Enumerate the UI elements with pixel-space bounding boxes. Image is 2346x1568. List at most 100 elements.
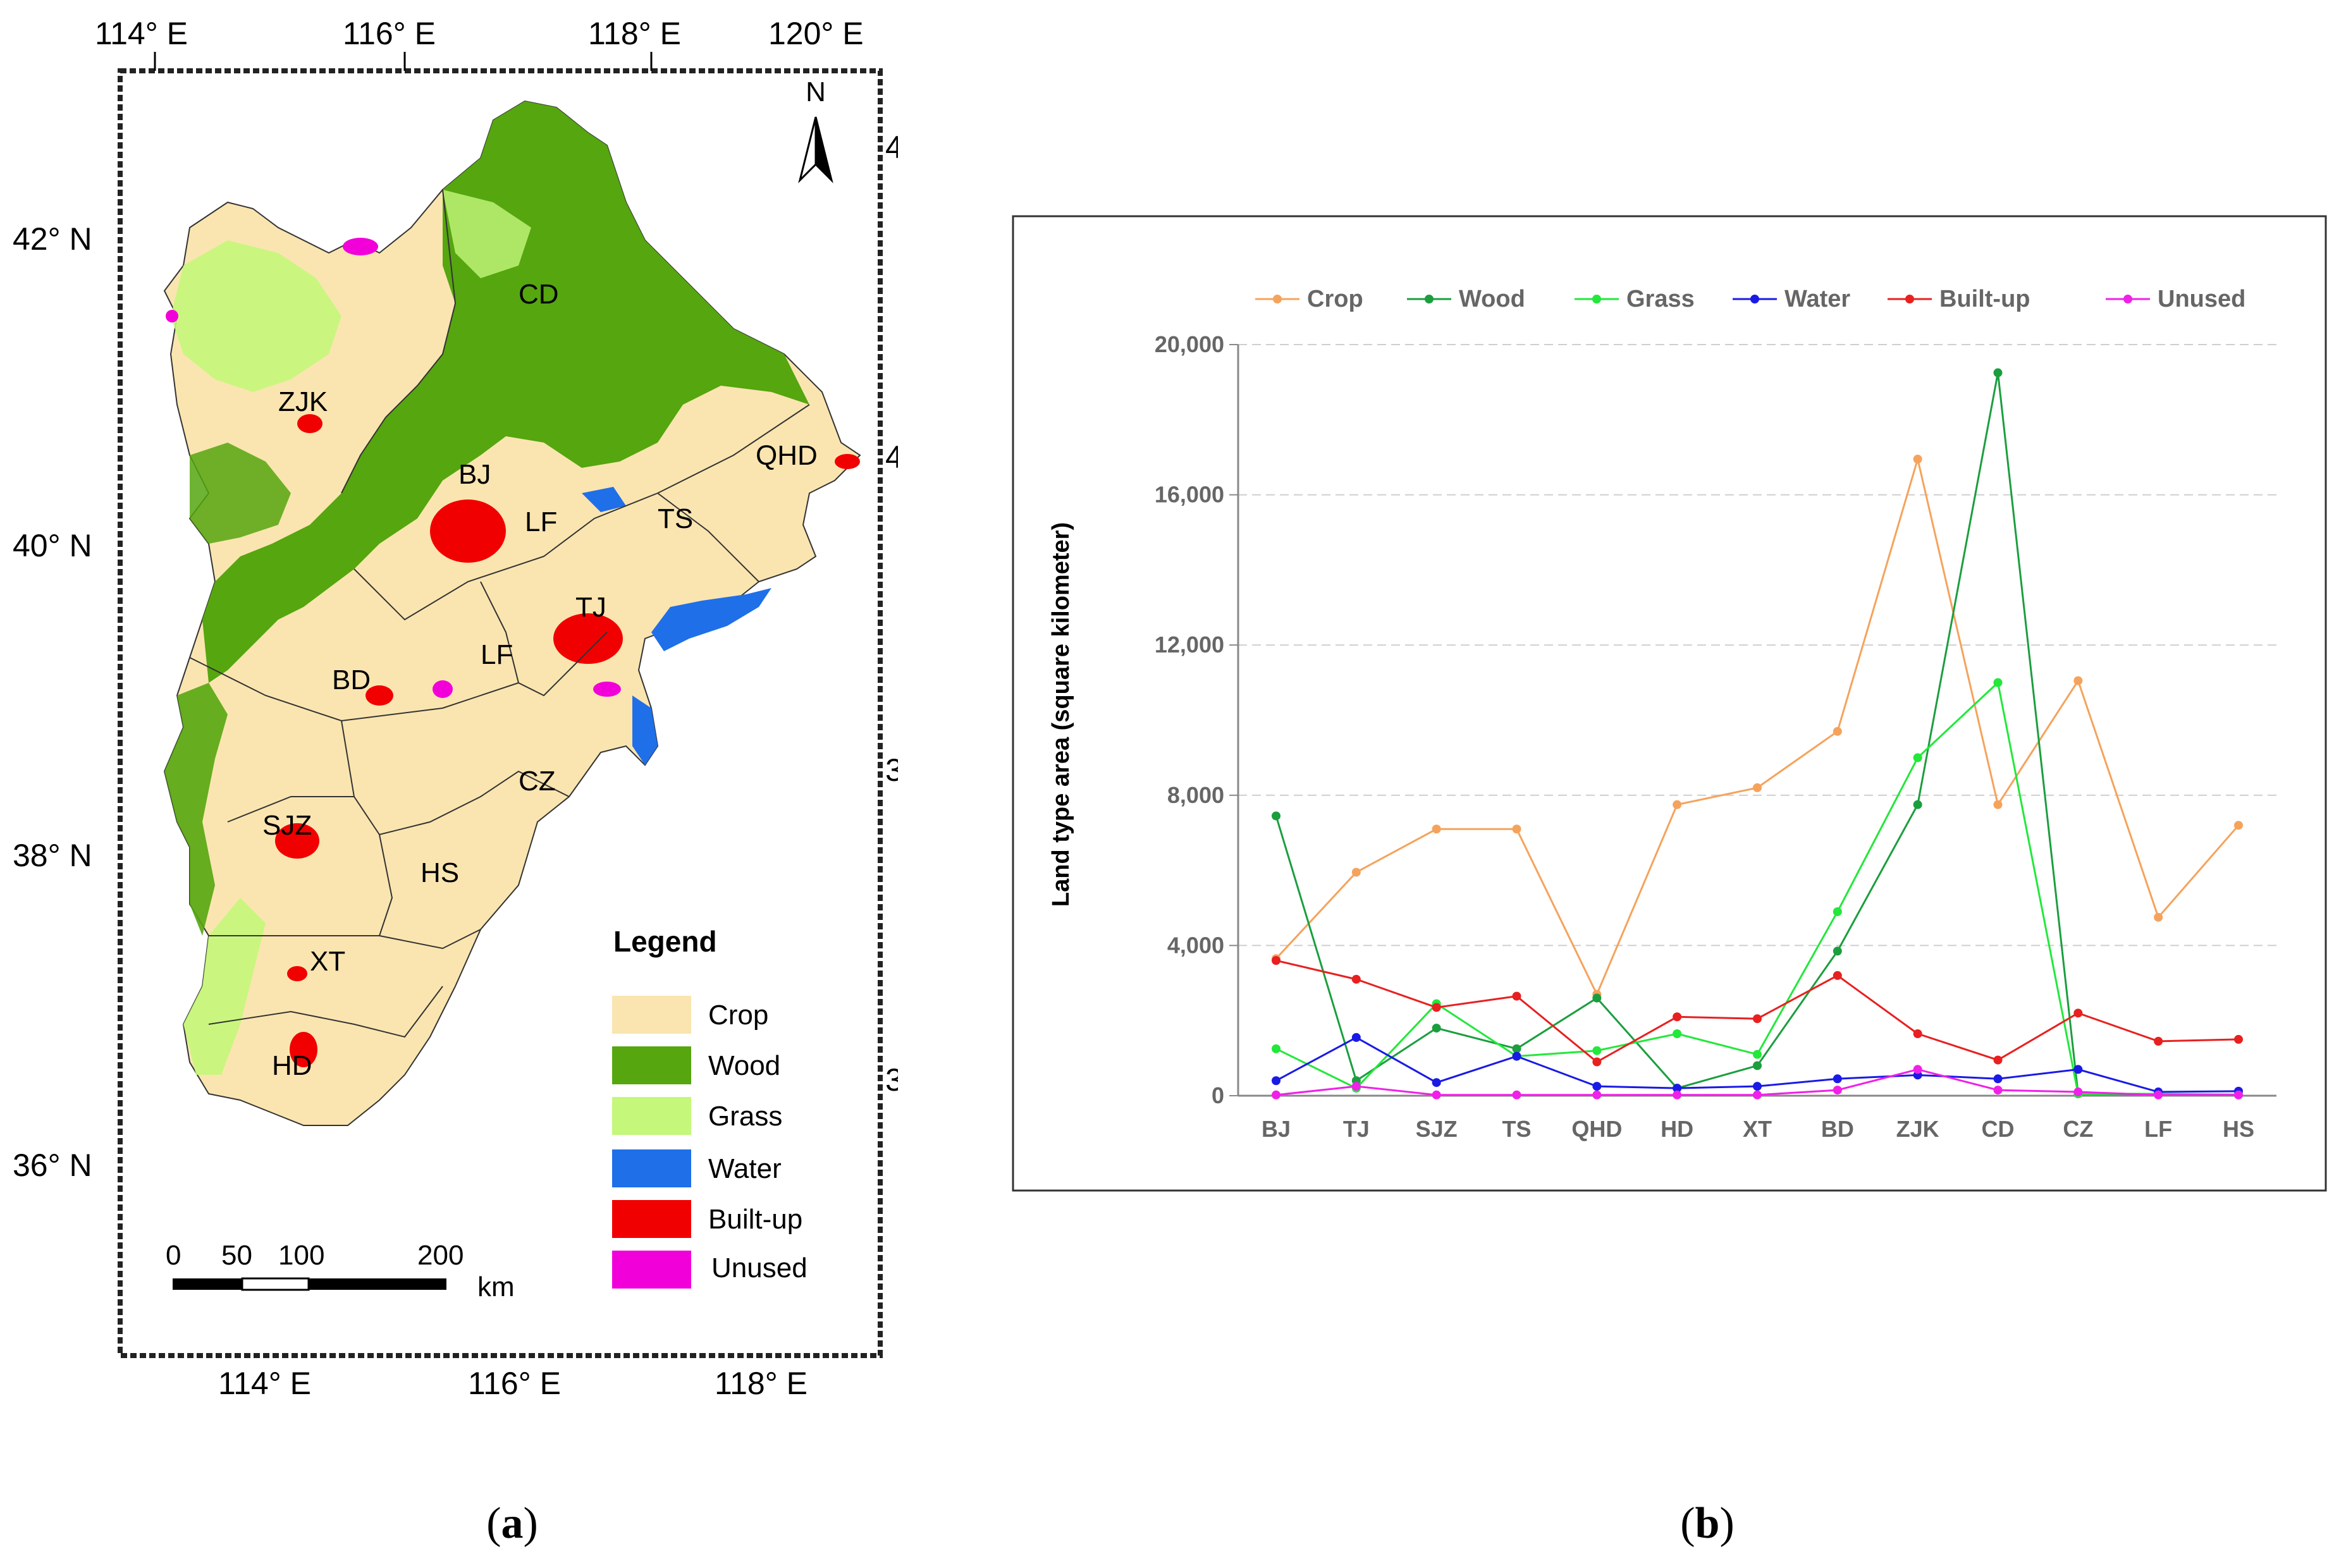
legend-item-crop: Crop [612,996,768,1034]
city-label-bd: BD [332,665,371,695]
data-point [1272,956,1280,965]
data-point [1432,1003,1441,1012]
data-point [2073,1065,2083,1074]
legend-item-wood: Wood [612,1046,780,1084]
legend-label: Wood [1459,286,1525,312]
svg-text:N: N [806,77,826,107]
data-point [1512,1090,1521,1099]
x-tick-label: BJ [1262,1116,1291,1142]
data-point [1351,974,1361,984]
legend-title: Legend [613,925,717,958]
built-up-beijing [430,499,506,563]
city-label-hs: HS [421,857,459,888]
y-tick-label: 4,000 [1167,932,1224,958]
chart-legend: Crop Wood Grass Water Built-up Unused [1255,286,2245,312]
legend-item-grass: Grass [1575,286,1695,312]
legend-marker [1592,295,1601,303]
x-tick-label: HS [2223,1116,2254,1142]
city-label-lf-north: LF [525,506,557,537]
gridlines [1238,344,2276,946]
data-point [2073,1087,2083,1097]
data-point [1592,1046,1602,1055]
legend-label: Crop [708,1000,768,1031]
legend-item-unused: Unused [2106,286,2245,312]
city-label-lf-south: LF [481,639,513,670]
x-tick-label: CD [1982,1116,2015,1142]
data-point [1592,993,1602,1003]
right-lat-label: 36° N [885,1062,898,1098]
data-point [1592,1090,1602,1099]
series-water [1272,1032,2243,1097]
top-lon-label: 114° E [95,16,188,51]
data-point [1913,800,1922,809]
region-grass-patch [443,190,531,278]
city-label-zjk: ZJK [278,386,328,417]
x-tick-label: XT [1743,1116,1772,1142]
scale-bar: 0 50 100 200 km [166,1240,515,1302]
data-point [1673,1012,1682,1022]
city-label-qhd: QHD [756,440,818,471]
built-up-baoding [365,685,393,706]
left-lat-label: 42° N [13,221,92,257]
data-point [1993,678,2003,687]
region-grass-patch [183,898,266,1075]
y-axis-label: Land type area (square kilometer) [1048,522,1074,907]
legend-swatch [612,1251,691,1289]
top-lon-label: 116° E [343,16,436,51]
data-point [1272,1090,1280,1099]
legend-swatch [612,1097,691,1135]
data-point [1913,1065,1922,1074]
scale-tick-label: 50 [221,1240,252,1271]
data-point [1673,1090,1682,1099]
left-lat-label: 36° N [13,1148,92,1183]
region-water-coast [651,588,771,651]
data-point [1512,1044,1521,1053]
data-point [1913,455,1922,464]
legend-label: Built-up [1939,286,2030,312]
data-point [1512,824,1521,834]
x-tick-label: HD [1661,1116,1693,1142]
data-point [1432,1024,1441,1033]
legend-swatch [612,1149,691,1187]
scale-tick-label: 0 [166,1240,181,1271]
legend-label: Unused [2158,286,2245,312]
region-wood-patch [164,683,228,936]
built-up-xingtai [287,966,307,981]
legend-item-unused: Unused [612,1251,808,1289]
series-built-up [1272,956,2243,1067]
legend-item-built-up: Built-up [1888,286,2030,312]
data-point [1512,1051,1521,1061]
x-tick-label: TS [1502,1116,1531,1142]
data-point [1351,867,1361,877]
data-point [1272,811,1280,821]
top-lon-label: 120° E [768,16,864,51]
scale-tick-label: 200 [417,1240,464,1271]
right-lat-label: 40° N [885,439,898,475]
data-point [1913,753,1922,763]
data-point [1833,971,1842,980]
data-point [1833,1074,1842,1084]
unused-patch [433,680,453,698]
series-unused [1272,1065,2243,1099]
data-point [1592,1057,1602,1067]
x-tick-label: LF [2144,1116,2172,1142]
legend-label: Crop [1307,286,1363,312]
legend-swatch [612,1200,691,1238]
legend-marker [1273,295,1282,303]
data-point [1833,726,1842,736]
region-water-coast [632,695,658,765]
data-point [1993,800,2003,809]
data-point [1753,1082,1762,1091]
bottom-lon-label: 118° E [715,1366,808,1401]
x-tick-label: TJ [1343,1116,1370,1142]
data-point [1432,1090,1441,1099]
data-point [1753,1090,1762,1099]
legend-marker [1425,295,1434,303]
data-point [1753,1014,1762,1024]
data-point [2154,1036,2163,1046]
city-label-bj: BJ [458,459,491,490]
legend-label: Unused [711,1253,808,1283]
data-point [1673,1084,1682,1093]
unused-patch [593,682,621,697]
legend-item-built-up: Built-up [612,1200,802,1238]
